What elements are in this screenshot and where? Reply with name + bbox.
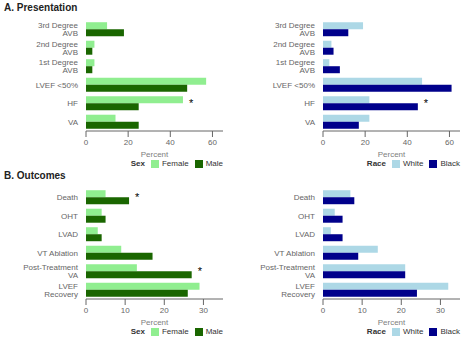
svg-text:0: 0 — [321, 306, 326, 315]
svg-text:Percent: Percent — [141, 318, 169, 327]
html-text:Race: Race — [366, 327, 386, 336]
svg-text:30: 30 — [436, 306, 445, 315]
svg-text:HF: HF — [304, 99, 315, 108]
svg-text:2nd DegreeAVB: 2nd DegreeAVB — [36, 40, 78, 57]
html-text:B. Outcomes: B. Outcomes — [4, 170, 66, 181]
svg-text:Death: Death — [57, 193, 78, 202]
svg-text:LVEFRecovery: LVEFRecovery — [281, 282, 315, 299]
svg-text:Death: Death — [294, 193, 315, 202]
svg-text:VT Ablation: VT Ablation — [274, 249, 315, 258]
html-text:Race: Race — [366, 159, 386, 168]
svg-text:VT Ablation: VT Ablation — [37, 249, 78, 258]
html-text:Black: Black — [440, 327, 460, 336]
svg-text:0: 0 — [84, 306, 89, 315]
svg-text:40: 40 — [403, 138, 412, 147]
svg-text:*: * — [135, 191, 140, 203]
html-text:Female: Female — [162, 159, 189, 168]
svg-text:20: 20 — [160, 306, 169, 315]
svg-text:2nd DegreeAVB: 2nd DegreeAVB — [273, 40, 315, 57]
svg-text:10: 10 — [121, 306, 130, 315]
svg-text:20: 20 — [124, 138, 133, 147]
svg-text:20: 20 — [361, 138, 370, 147]
svg-text:*: * — [198, 265, 203, 277]
svg-text:Percent: Percent — [378, 150, 406, 159]
svg-text:Post-TreatmentVA: Post-TreatmentVA — [260, 263, 316, 280]
svg-text:3rd DegreeAVB: 3rd DegreeAVB — [38, 21, 79, 38]
html-text:Sex: Sex — [130, 327, 145, 336]
svg-text:Post-TreatmentVA: Post-TreatmentVA — [23, 263, 79, 280]
html-text:Male: Male — [205, 159, 223, 168]
svg-text:OHT: OHT — [61, 212, 78, 221]
svg-text:30: 30 — [199, 306, 208, 315]
svg-text:40: 40 — [166, 138, 175, 147]
html-text:Male: Male — [205, 327, 223, 336]
svg-text:20: 20 — [397, 306, 406, 315]
html-text:Black: Black — [440, 159, 460, 168]
svg-text:Percent: Percent — [378, 318, 406, 327]
svg-text:OHT: OHT — [298, 212, 315, 221]
svg-text:LVEF <50%: LVEF <50% — [273, 81, 315, 90]
svg-text:*: * — [189, 97, 194, 109]
svg-text:0: 0 — [84, 138, 89, 147]
svg-text:10: 10 — [358, 306, 367, 315]
svg-text:HF: HF — [67, 99, 78, 108]
svg-text:0: 0 — [321, 138, 326, 147]
html-text:Sex: Sex — [130, 159, 145, 168]
svg-text:LVEF <50%: LVEF <50% — [36, 81, 78, 90]
html-text:White: White — [403, 159, 424, 168]
html-text:White: White — [403, 327, 424, 336]
svg-text:LVAD: LVAD — [58, 230, 78, 239]
svg-text:VA: VA — [305, 118, 316, 127]
svg-text:1st DegreeAVB: 1st DegreeAVB — [39, 58, 79, 75]
svg-text:1st DegreeAVB: 1st DegreeAVB — [276, 58, 316, 75]
html-text:Female: Female — [162, 327, 189, 336]
svg-text:3rd DegreeAVB: 3rd DegreeAVB — [275, 21, 316, 38]
svg-text:LVAD: LVAD — [295, 230, 315, 239]
svg-text:LVEFRecovery: LVEFRecovery — [44, 282, 78, 299]
svg-text:Percent: Percent — [141, 150, 169, 159]
svg-text:60: 60 — [208, 138, 217, 147]
html-text:A. Presentation: A. Presentation — [4, 2, 78, 13]
svg-text:60: 60 — [445, 138, 454, 147]
svg-text:*: * — [424, 97, 429, 109]
svg-text:VA: VA — [68, 118, 79, 127]
